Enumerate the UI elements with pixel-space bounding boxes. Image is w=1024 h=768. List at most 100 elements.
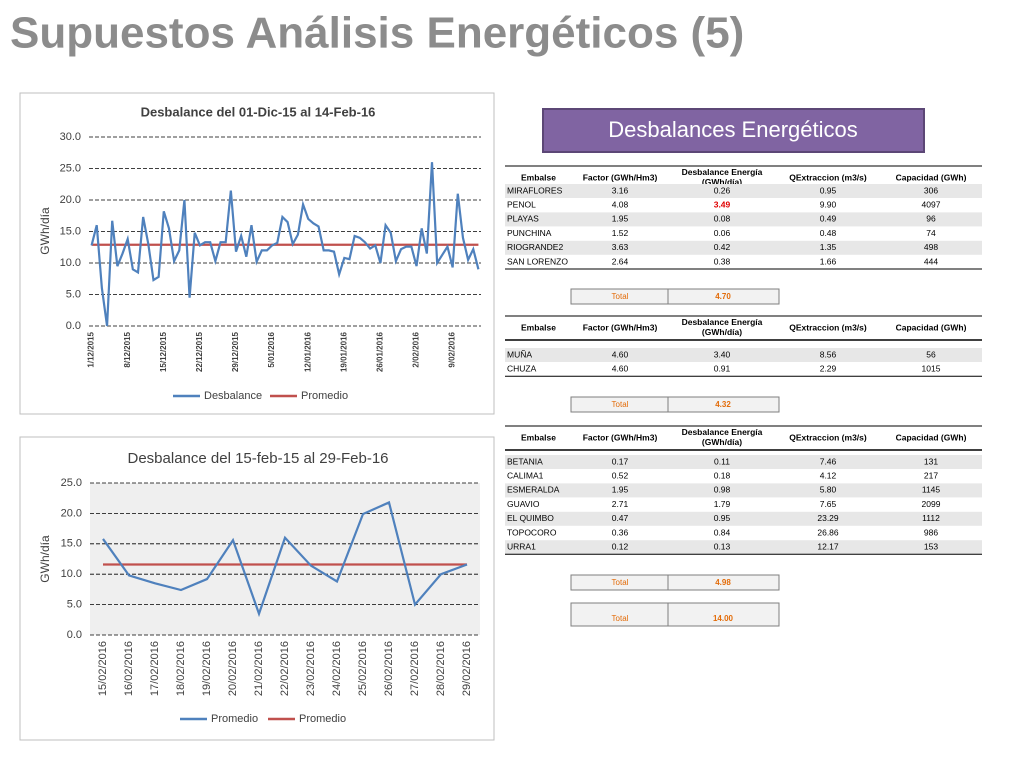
x-tick-label: 26/02/2016 — [383, 641, 395, 696]
y-tick-label: 10.0 — [60, 257, 81, 269]
table-cell: ESMERALDA — [507, 485, 560, 495]
table-cell: URRA1 — [507, 541, 536, 551]
data-line — [102, 500, 468, 618]
x-tick-label: 25/02/2016 — [357, 641, 369, 696]
column-header: Factor (GWh/Hm3) — [583, 322, 658, 332]
x-tick-label: 27/02/2016 — [409, 641, 421, 696]
y-axis-title: GWh/día — [38, 207, 52, 255]
y-tick-label: 20.0 — [60, 194, 81, 206]
table-cell: 1.66 — [820, 256, 837, 266]
x-tick-label: 21/02/2016 — [253, 641, 265, 696]
table-cell: 2.71 — [612, 499, 629, 509]
banner-text: Desbalances Energéticos — [608, 117, 857, 142]
table-cell: 0.52 — [612, 470, 629, 480]
y-tick-label: 0.0 — [67, 629, 82, 641]
table-cell: 7.46 — [820, 456, 837, 466]
column-header: QExtraccion (m3/s) — [789, 432, 867, 442]
row-band — [505, 483, 982, 498]
table-cell: 306 — [924, 185, 938, 195]
column-header: Embalse — [521, 322, 556, 332]
x-tick-label: 22/12/2015 — [195, 331, 204, 372]
row-band — [505, 540, 982, 555]
column-header: Desbalance Energía (GWh/día) — [682, 167, 763, 187]
column-header: Capacidad (GWh) — [896, 322, 967, 332]
y-tick-label: 25.0 — [60, 162, 81, 174]
table-cell: GUAVIO — [507, 499, 540, 509]
table-cell: 4.12 — [820, 470, 837, 480]
x-tick-label: 20/02/2016 — [227, 641, 239, 696]
table-cell: 0.36 — [612, 527, 629, 537]
x-tick-label: 8/12/2015 — [123, 331, 132, 367]
table-cell: 12.17 — [817, 541, 839, 551]
table-cell: SAN LORENZO — [507, 256, 568, 266]
x-tick-label: 19/01/2016 — [339, 331, 348, 372]
row-band — [505, 212, 982, 227]
column-header: Factor (GWh/Hm3) — [583, 432, 658, 442]
table-cell: 3.49 — [714, 199, 731, 209]
column-header: Desbalance Energía (GWh/día) — [682, 317, 763, 337]
row-band — [505, 240, 982, 255]
x-tick-label: 1/12/2015 — [87, 331, 96, 367]
legend-label: Promedio — [211, 713, 258, 725]
table-cell: 444 — [924, 256, 938, 266]
table-cell: 1.95 — [612, 485, 629, 495]
table-cell: TOPOCORO — [507, 527, 557, 537]
table-cell: EL QUIMBO — [507, 513, 554, 523]
table-cell: MIRAFLORES — [507, 185, 563, 195]
column-header: Capacidad (GWh) — [896, 432, 967, 442]
table-cell: 26.86 — [817, 527, 839, 537]
row-band — [505, 455, 982, 469]
table-cell: 0.91 — [714, 363, 731, 373]
total-box — [570, 602, 780, 627]
y-tick-label: 0.0 — [66, 320, 81, 332]
table-cell: 131 — [924, 456, 938, 466]
x-tick-label: 17/02/2016 — [149, 641, 161, 696]
x-tick-label: 12/01/2016 — [303, 331, 312, 372]
y-tick-label: 15.0 — [60, 225, 81, 237]
table-cell: 2099 — [922, 499, 941, 509]
table-cell: 1112 — [922, 513, 940, 523]
total-label: Total — [612, 614, 629, 623]
table-cell: 0.08 — [714, 214, 731, 224]
legend-label: Promedio — [301, 390, 348, 402]
table-cell: 2.29 — [820, 363, 837, 373]
table-cell: 1.52 — [612, 228, 629, 238]
data-line — [90, 162, 480, 327]
x-tick-label: 23/02/2016 — [305, 641, 317, 696]
table-cell: 0.38 — [714, 256, 731, 266]
table-cell: 1015 — [922, 363, 941, 373]
row-band — [505, 511, 982, 526]
table-cell: 0.49 — [820, 214, 837, 224]
table-cell: 74 — [926, 228, 936, 238]
table-cell: 8.56 — [820, 349, 837, 359]
x-tick-label: 9/02/2016 — [448, 331, 457, 367]
table-cell: BETANIA — [507, 456, 543, 466]
table-cell: 0.12 — [612, 541, 629, 551]
table-cell: 0.26 — [714, 185, 731, 195]
table-cell: RIOGRANDE2 — [507, 242, 563, 252]
table-cell: PUNCHINA — [507, 228, 552, 238]
chart-title: Desbalance del 15-feb-15 al 29-Feb-16 — [128, 450, 389, 467]
table-cell: CHUZA — [507, 363, 537, 373]
y-tick-label: 5.0 — [66, 288, 81, 300]
column-header: Capacidad (GWh) — [896, 172, 967, 182]
total-box — [570, 574, 780, 591]
table-cell: 7.65 — [820, 499, 837, 509]
x-tick-label: 26/01/2016 — [376, 331, 385, 372]
total-value: 4.98 — [715, 578, 731, 587]
table-cell: PENOL — [507, 199, 536, 209]
table-cell: MUÑA — [507, 349, 532, 359]
table-cell: 1.79 — [714, 499, 731, 509]
table-cell: 4.60 — [612, 349, 629, 359]
table-cell: 0.47 — [612, 513, 629, 523]
y-tick-label: 20.0 — [61, 507, 82, 519]
total-value: 4.70 — [715, 292, 731, 301]
slide-title: Supuestos Análisis Energéticos (5) — [10, 9, 744, 58]
table-cell: 498 — [924, 242, 938, 252]
total-label: Total — [612, 578, 629, 587]
y-tick-label: 5.0 — [67, 599, 82, 611]
table-cell: 0.95 — [714, 513, 731, 523]
table-cell: 96 — [926, 214, 936, 224]
x-tick-label: 28/02/2016 — [435, 641, 447, 696]
